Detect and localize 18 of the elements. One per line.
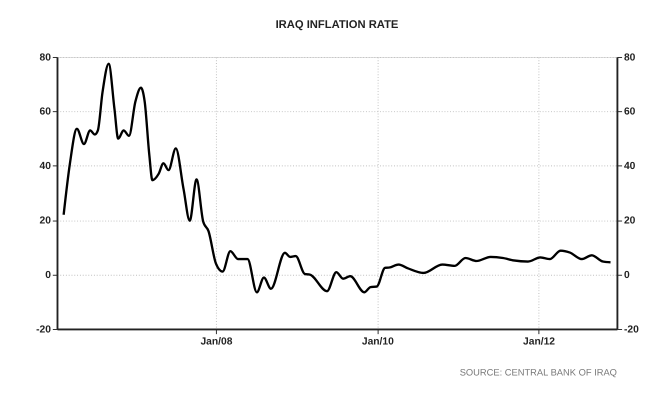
y-tick-label: -20 (36, 324, 52, 336)
y-tick-label: 80 (40, 52, 52, 64)
y2-tick-label: 80 (624, 52, 636, 64)
y2-tick-label: 20 (624, 215, 636, 226)
y2-tick-label: 40 (624, 161, 636, 172)
y-tick-label: 60 (40, 106, 52, 118)
y-tick-label: 40 (40, 161, 52, 172)
source-note: SOURCE: CENTRAL BANK OF IRAQ (460, 368, 617, 378)
chart-title: IRAQ INFLATION RATE (276, 19, 399, 32)
line-series (62, 62, 612, 294)
x-tick-label: Jan/08 (200, 336, 233, 348)
y2-tick-label: 60 (624, 106, 636, 118)
x-tick-label: Jan/12 (523, 336, 556, 348)
y-tick-label: 0 (45, 270, 52, 281)
y2-tick-label: 0 (624, 270, 630, 281)
y-tick-label: 20 (40, 215, 52, 226)
y2-tick-label: -20 (624, 324, 640, 336)
x-tick-label: Jan/10 (362, 336, 394, 348)
